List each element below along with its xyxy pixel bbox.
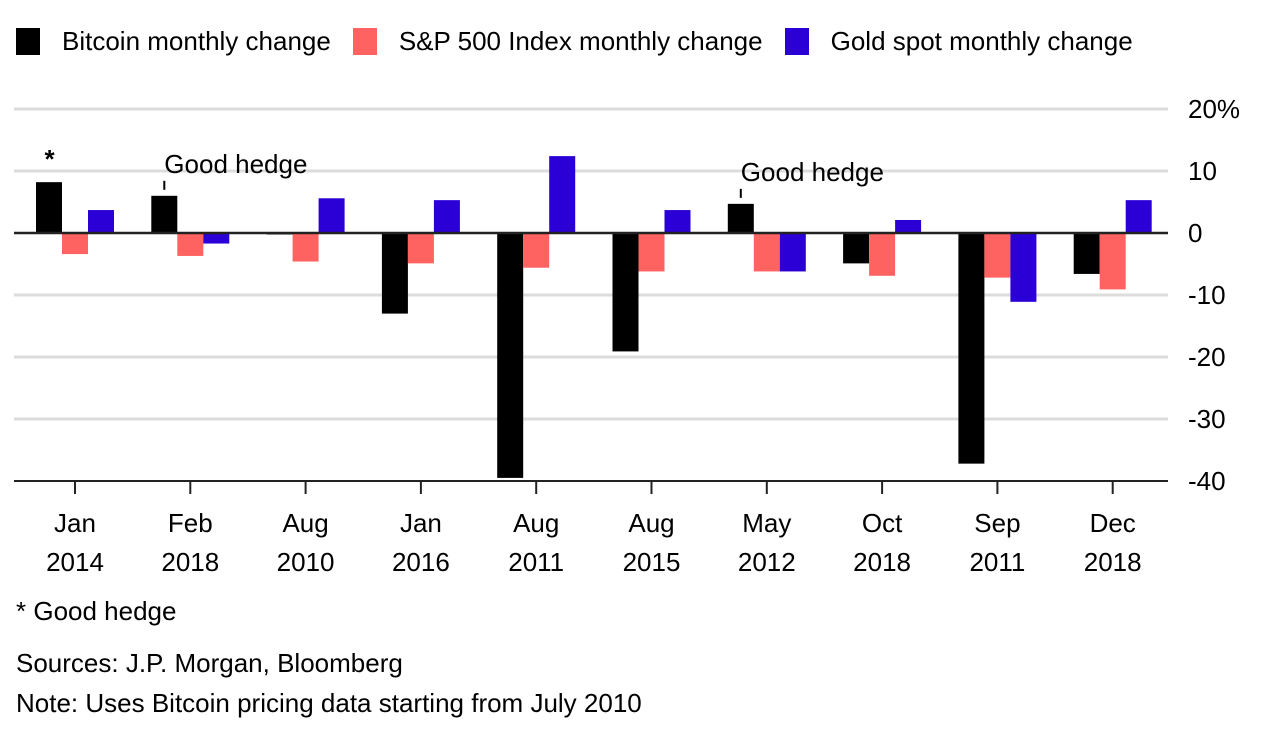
x-tick-label-month: Sep bbox=[974, 508, 1020, 538]
x-tick-label-year: 2018 bbox=[853, 547, 911, 577]
bar-gold bbox=[549, 156, 576, 233]
y-tick-labels: 20% 10 0 -10 -20 -30 -40 bbox=[1188, 94, 1240, 496]
x-tick-label-month: Aug bbox=[282, 508, 328, 538]
x-tick-label-month: Feb bbox=[168, 508, 213, 538]
x-tick-label-year: 2014 bbox=[46, 547, 104, 577]
bar-bitcoin bbox=[727, 203, 754, 233]
y-tick-label: -10 bbox=[1188, 280, 1226, 310]
x-tick-label-year: 2011 bbox=[969, 547, 1025, 577]
bar-gold bbox=[1125, 200, 1152, 233]
bar-gold bbox=[664, 210, 691, 233]
x-tick-label-year: 2015 bbox=[623, 547, 681, 577]
bars bbox=[36, 156, 1152, 478]
legend: Bitcoin monthly change S&P 500 Index mon… bbox=[16, 26, 1155, 57]
axes bbox=[14, 231, 1168, 494]
bar-bitcoin bbox=[151, 195, 178, 233]
bar-gold bbox=[433, 200, 460, 233]
legend-swatch-gold bbox=[784, 28, 809, 55]
bar-gold bbox=[1010, 233, 1037, 302]
legend-item-sp500: S&P 500 Index monthly change bbox=[352, 26, 763, 57]
x-tick-label-year: 2011 bbox=[508, 547, 564, 577]
bar-gold bbox=[88, 210, 114, 233]
legend-item-bitcoin: Bitcoin monthly change bbox=[16, 26, 331, 57]
bar-bitcoin bbox=[1073, 233, 1100, 274]
y-tick-label: 0 bbox=[1188, 218, 1202, 248]
legend-label-gold: Gold spot monthly change bbox=[830, 26, 1133, 56]
annotations: * Good hedge Good hedge bbox=[44, 144, 884, 198]
annotation-asterisk: * bbox=[44, 144, 55, 174]
bar-sp bbox=[984, 233, 1011, 278]
bar-bitcoin bbox=[843, 233, 870, 264]
bar-bitcoin bbox=[958, 233, 985, 464]
legend-swatch-bitcoin bbox=[16, 28, 40, 55]
footnote: * Good hedge bbox=[16, 596, 177, 626]
x-tick-label-year: 2018 bbox=[1084, 547, 1142, 577]
x-tick-label-month: May bbox=[742, 508, 791, 538]
bar-sp bbox=[638, 233, 665, 272]
note: Note: Uses Bitcoin pricing data starting… bbox=[16, 688, 642, 718]
bar-sp bbox=[407, 233, 434, 264]
bar-bitcoin bbox=[497, 233, 524, 478]
legend-swatch-sp500 bbox=[352, 28, 377, 55]
x-tick-label-month: Dec bbox=[1090, 508, 1136, 538]
bar-sp bbox=[292, 233, 319, 262]
sources: Sources: J.P. Morgan, Bloomberg bbox=[16, 648, 403, 678]
y-tick-label: -40 bbox=[1188, 466, 1226, 496]
legend-label-sp500: S&P 500 Index monthly change bbox=[398, 26, 763, 56]
x-tick-label-year: 2012 bbox=[738, 547, 796, 577]
bar-sp bbox=[753, 233, 780, 272]
bar-gold bbox=[779, 233, 806, 272]
x-tick-label-year: 2016 bbox=[392, 547, 450, 577]
bar-sp bbox=[869, 233, 896, 276]
x-tick-labels: Jan 2014 Feb 2018 Aug 2010 Jan 2016 Aug 2011 Aug 20… bbox=[46, 508, 1142, 577]
bar-gold bbox=[203, 233, 230, 244]
y-tick-label: -20 bbox=[1188, 342, 1226, 372]
x-tick-label-month: Jan bbox=[400, 508, 442, 538]
bar-gold bbox=[895, 219, 922, 233]
bar-sp bbox=[523, 233, 550, 268]
bar-bitcoin bbox=[612, 233, 639, 352]
annotation-good-hedge: Good hedge bbox=[741, 157, 884, 187]
bar-bitcoin bbox=[36, 182, 62, 233]
bar-gold bbox=[318, 198, 345, 233]
x-tick-label-year: 2010 bbox=[277, 547, 335, 577]
y-tick-label: 10 bbox=[1188, 156, 1217, 186]
bar-sp bbox=[62, 233, 88, 255]
x-tick-label-month: Jan bbox=[54, 508, 96, 538]
y-tick-label: -30 bbox=[1188, 404, 1226, 434]
x-tick-label-month: Aug bbox=[628, 508, 674, 538]
bar-sp bbox=[1099, 233, 1126, 290]
x-tick-label-year: 2018 bbox=[161, 547, 219, 577]
x-tick-label-month: Oct bbox=[862, 508, 903, 538]
bar-bitcoin bbox=[381, 233, 408, 314]
x-tick-label-month: Aug bbox=[513, 508, 559, 538]
annotation-good-hedge: Good hedge bbox=[164, 149, 307, 179]
bar-sp bbox=[177, 233, 204, 256]
y-tick-label: 20% bbox=[1188, 94, 1240, 124]
legend-label-bitcoin: Bitcoin monthly change bbox=[62, 26, 331, 56]
legend-item-gold: Gold spot monthly change bbox=[784, 26, 1133, 57]
